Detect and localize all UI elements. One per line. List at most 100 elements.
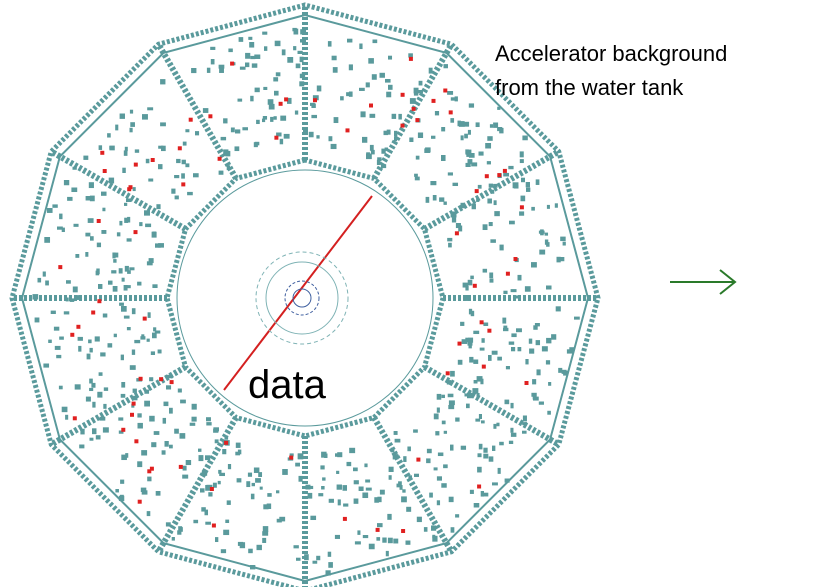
- hit: [461, 203, 465, 208]
- hit: [124, 203, 127, 206]
- hit: [483, 448, 487, 453]
- hit: [90, 196, 95, 202]
- hit: [328, 562, 333, 568]
- hit: [149, 416, 154, 422]
- hit: [126, 285, 130, 288]
- hit: [483, 224, 488, 230]
- hit: [125, 266, 129, 272]
- red-hit: [181, 182, 185, 186]
- hit: [331, 144, 337, 149]
- hit: [124, 316, 130, 319]
- hit: [354, 480, 359, 484]
- hit: [521, 196, 526, 202]
- hit: [309, 132, 314, 137]
- hit: [219, 171, 224, 175]
- hit: [478, 185, 482, 189]
- hit: [386, 92, 391, 98]
- hit: [321, 486, 324, 489]
- red-hit: [210, 487, 214, 491]
- hit: [335, 453, 340, 456]
- hit: [439, 197, 444, 201]
- hit: [377, 497, 381, 502]
- hit: [518, 275, 522, 281]
- hit: [469, 103, 474, 107]
- hit: [178, 389, 182, 393]
- hit: [179, 527, 183, 532]
- hit: [409, 138, 413, 143]
- hit: [273, 77, 278, 81]
- hit: [493, 123, 498, 128]
- hit: [450, 118, 454, 123]
- hit: [505, 400, 510, 405]
- red-hit: [525, 381, 529, 385]
- hit: [529, 339, 532, 344]
- hit: [388, 85, 393, 90]
- hit: [158, 243, 164, 248]
- hit: [414, 88, 419, 94]
- hit: [522, 136, 527, 141]
- hit: [250, 565, 255, 569]
- red-hit: [477, 485, 481, 489]
- hit: [85, 252, 88, 257]
- hit: [109, 146, 114, 151]
- hit: [141, 488, 147, 492]
- hit: [548, 382, 551, 386]
- hit: [503, 328, 508, 331]
- hit: [137, 413, 141, 417]
- hit: [199, 455, 204, 461]
- hit: [489, 222, 493, 226]
- red-hit: [129, 185, 133, 189]
- hit: [476, 199, 479, 202]
- hit: [245, 63, 249, 68]
- hit: [515, 295, 519, 298]
- hit: [221, 137, 226, 140]
- hit: [343, 485, 348, 491]
- red-hit: [224, 441, 228, 445]
- hit: [336, 471, 339, 474]
- hit: [151, 351, 155, 355]
- hit: [228, 464, 231, 469]
- hit: [444, 64, 448, 68]
- hit: [118, 417, 123, 420]
- hit: [455, 418, 459, 422]
- hit: [539, 250, 545, 255]
- hit: [127, 238, 132, 241]
- hit: [153, 327, 156, 331]
- hit: [223, 530, 229, 535]
- red-hit: [369, 104, 373, 108]
- hit: [516, 328, 522, 332]
- hit: [574, 317, 580, 320]
- hit: [470, 490, 474, 494]
- hit: [546, 242, 549, 247]
- hit: [120, 495, 124, 499]
- hit: [98, 284, 102, 289]
- hit: [280, 139, 283, 144]
- hit: [485, 143, 491, 148]
- hit: [456, 223, 461, 228]
- hit: [394, 136, 397, 141]
- hit: [520, 159, 524, 163]
- hit: [321, 452, 326, 458]
- hit: [497, 357, 502, 361]
- hit: [275, 41, 281, 46]
- hit: [147, 511, 151, 516]
- hit: [366, 154, 372, 160]
- hit: [451, 97, 456, 100]
- hit: [122, 278, 125, 282]
- hit: [180, 433, 186, 439]
- hit: [433, 195, 437, 201]
- red-hit: [218, 157, 222, 161]
- red-hit: [506, 272, 510, 276]
- red-hit: [343, 517, 347, 521]
- hit: [560, 237, 565, 241]
- red-hit: [376, 528, 380, 532]
- hit: [537, 369, 541, 375]
- hit: [203, 108, 208, 113]
- hit: [64, 311, 69, 314]
- hit: [115, 489, 119, 492]
- hit: [461, 446, 466, 450]
- hit: [66, 298, 69, 302]
- hit: [310, 516, 316, 520]
- hit: [329, 136, 333, 141]
- hit: [481, 420, 485, 423]
